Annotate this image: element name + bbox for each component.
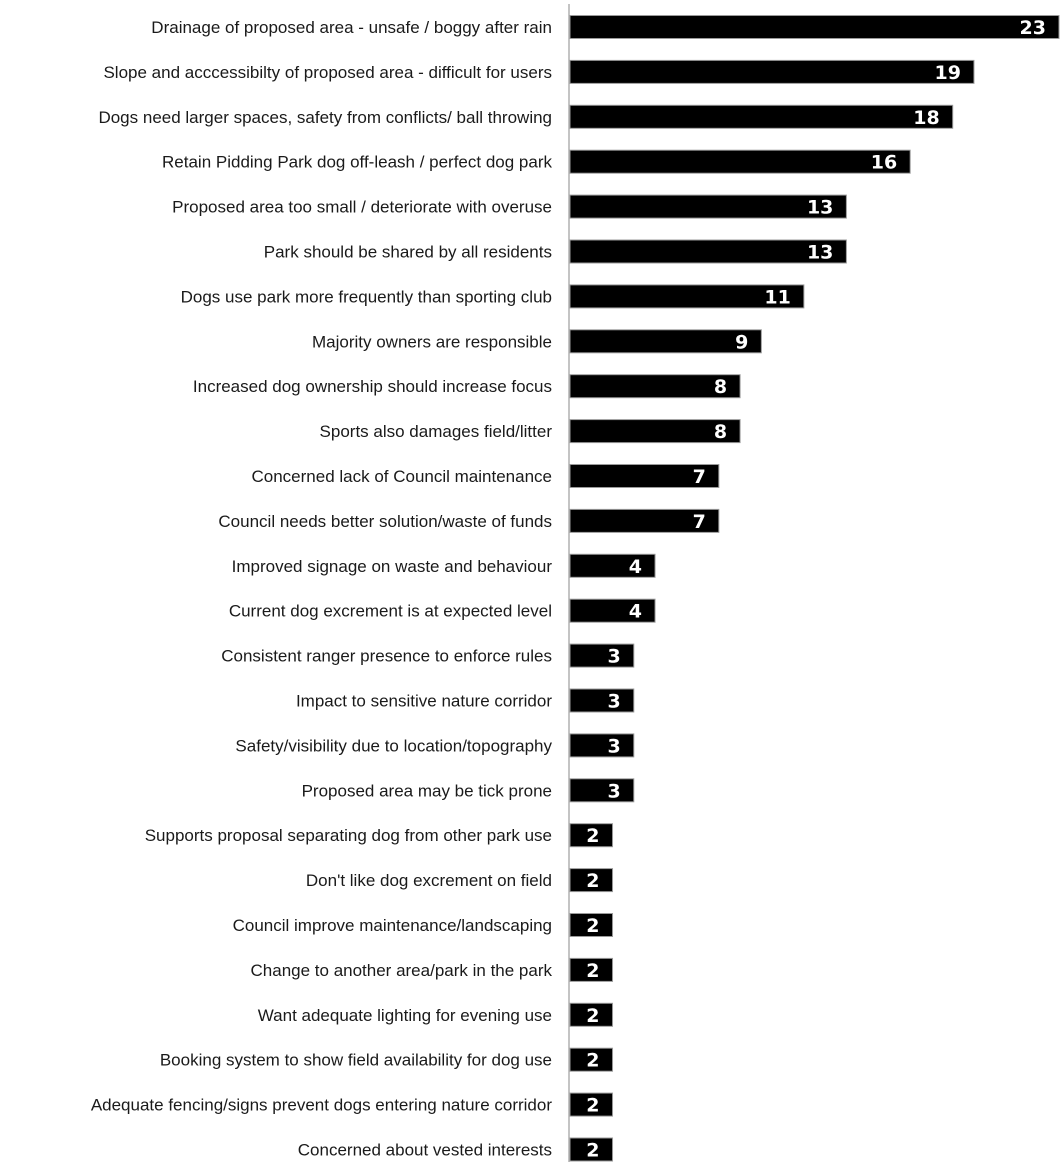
category-label: Consistent ranger presence to enforce ru… (221, 647, 552, 666)
bar-value-label: 8 (714, 421, 727, 443)
category-label: Impact to sensitive nature corridor (296, 692, 552, 711)
bar (570, 195, 846, 218)
category-label: Council improve maintenance/landscaping (233, 916, 552, 935)
bar-value-label: 3 (608, 691, 621, 713)
category-label: Drainage of proposed area - unsafe / bog… (151, 18, 552, 37)
category-label: Dogs need larger spaces, safety from con… (98, 108, 552, 127)
category-label: Don't like dog excrement on field (306, 871, 552, 890)
category-label: Concerned lack of Council maintenance (251, 467, 552, 486)
bar-value-label: 7 (693, 466, 706, 488)
bar (570, 599, 655, 622)
bar-value-label: 13 (807, 242, 833, 264)
bar-value-label: 3 (608, 780, 621, 802)
bar-value-label: 13 (807, 197, 833, 219)
bar-value-label: 11 (764, 286, 790, 308)
bar (570, 644, 634, 667)
bar-value-label: 4 (629, 556, 642, 578)
bar (570, 554, 655, 577)
category-label: Sports also damages field/litter (320, 422, 553, 441)
bar-value-label: 19 (935, 62, 961, 84)
bar (570, 16, 1059, 39)
bar-value-label: 16 (871, 152, 897, 174)
category-label: Booking system to show field availabilit… (160, 1051, 552, 1070)
category-label: Slope and acccessibilty of proposed area… (103, 63, 552, 82)
category-label: Supports proposal separating dog from ot… (145, 826, 552, 845)
bar-value-label: 2 (586, 915, 599, 937)
bar-value-label: 3 (608, 646, 621, 668)
category-label: Concerned about vested interests (298, 1141, 552, 1160)
bar (570, 330, 761, 353)
bar-value-label: 2 (586, 1140, 599, 1162)
bar (570, 779, 634, 802)
bar-value-label: 9 (735, 331, 748, 353)
category-label: Proposed area too small / deteriorate wi… (172, 198, 552, 217)
bar-value-label: 18 (913, 107, 939, 129)
bar (570, 689, 634, 712)
bar-value-label: 2 (586, 1050, 599, 1072)
bar (570, 240, 846, 263)
bar-value-label: 2 (586, 1095, 599, 1117)
category-label: Council needs better solution/waste of f… (218, 512, 552, 531)
bar (570, 150, 910, 173)
bar-value-label: 4 (629, 601, 642, 623)
category-label: Park should be shared by all residents (264, 243, 552, 262)
bars-group: Drainage of proposed area - unsafe / bog… (91, 16, 1059, 1162)
bar (570, 60, 974, 83)
bar-value-label: 2 (586, 1005, 599, 1027)
category-label: Change to another area/park in the park (251, 961, 553, 980)
category-label: Dogs use park more frequently than sport… (181, 287, 552, 306)
category-label: Increased dog ownership should increase … (193, 377, 552, 396)
bar-value-label: 7 (693, 511, 706, 533)
category-label: Improved signage on waste and behaviour (232, 557, 553, 576)
bar (570, 105, 953, 128)
bar-value-label: 8 (714, 376, 727, 398)
category-label: Want adequate lighting for evening use (258, 1006, 552, 1025)
bar-value-label: 2 (586, 825, 599, 847)
bar (570, 734, 634, 757)
category-label: Retain Pidding Park dog off-leash / perf… (162, 153, 552, 172)
category-label: Proposed area may be tick prone (302, 781, 552, 800)
bar-value-label: 3 (608, 735, 621, 757)
category-label: Safety/visibility due to location/topogr… (235, 736, 552, 755)
bar-value-label: 2 (586, 870, 599, 892)
category-label: Current dog excrement is at expected lev… (229, 602, 552, 621)
category-label: Majority owners are responsible (312, 332, 552, 351)
category-label: Adequate fencing/signs prevent dogs ente… (91, 1096, 553, 1115)
bar-value-label: 23 (1020, 17, 1046, 39)
bar-value-label: 2 (586, 960, 599, 982)
